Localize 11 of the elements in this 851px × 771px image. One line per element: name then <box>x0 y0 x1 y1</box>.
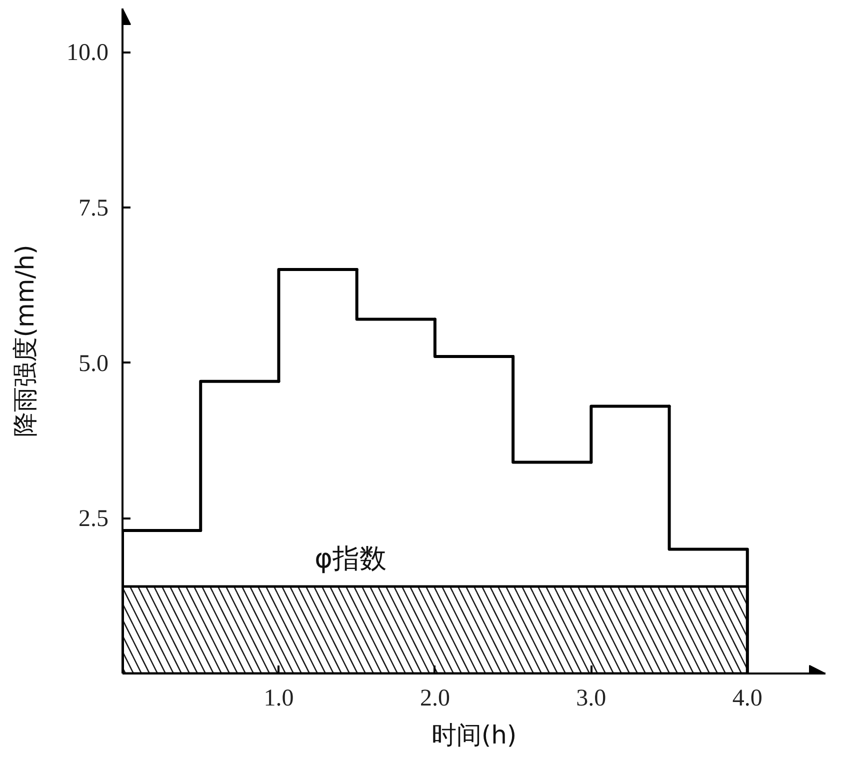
y-tick-label: 7.5 <box>78 195 108 222</box>
x-tick-label: 1.0 <box>264 686 294 712</box>
y-axis-title: 降雨强度(mm/h) <box>10 244 40 438</box>
y-tick-label: 2.5 <box>78 506 108 532</box>
x-tick-label: 2.0 <box>420 686 450 712</box>
x-tick-label: 4.0 <box>732 686 762 712</box>
x-axis-title: 时间(h) <box>431 720 517 750</box>
y-tick-label: 5.0 <box>78 350 108 377</box>
y-tick-label: 10.0 <box>66 40 108 66</box>
series-label: φ指数 <box>314 543 386 574</box>
x-tick-label: 3.0 <box>576 686 606 712</box>
